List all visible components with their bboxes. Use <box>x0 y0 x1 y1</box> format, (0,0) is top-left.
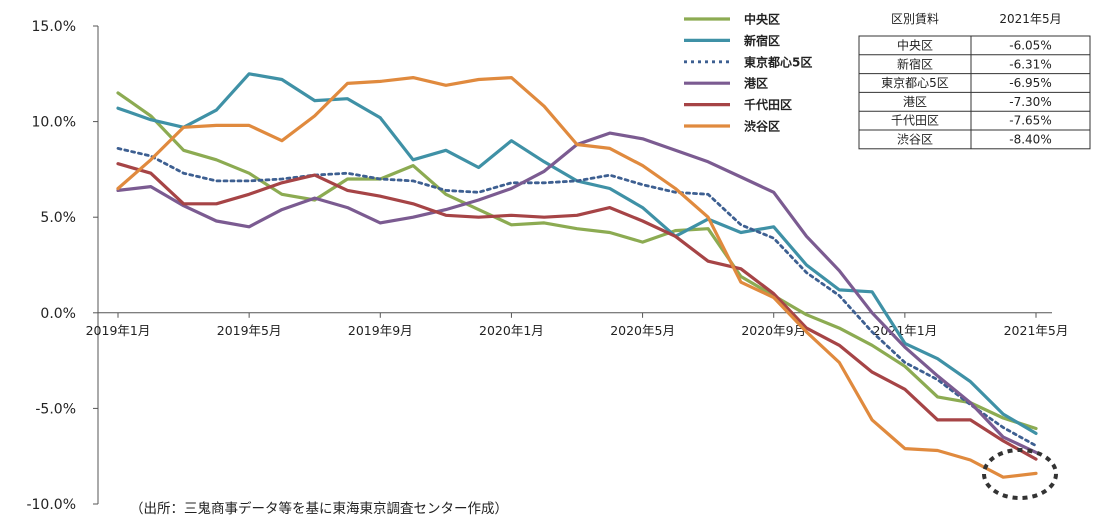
legend-label: 千代田区 <box>744 97 792 112</box>
y-tick-label: 15.0% <box>32 19 76 35</box>
source-note: （出所：三鬼商事データ等を基に東海東京調査センター作成） <box>130 500 508 517</box>
table-cell-value: -6.95% <box>1009 76 1051 90</box>
highlight-circle <box>982 448 1058 500</box>
legend-label: 東京都心5区 <box>744 54 812 69</box>
series-layer <box>116 72 1038 479</box>
x-tick-label: 2020年5月 <box>610 323 675 338</box>
y-tick-label: 10.0% <box>32 115 76 131</box>
x-tick-label: 2019年5月 <box>217 323 282 338</box>
table-cell-name: 千代田区 <box>891 114 939 128</box>
series-line-3 <box>116 146 1038 448</box>
table-header-cell: 2021年5月 <box>999 12 1061 26</box>
x-tick-label: 2019年1月 <box>86 323 151 338</box>
legend-label: 新宿区 <box>744 33 780 48</box>
series-line-6 <box>116 75 1038 479</box>
table-cell-name: 新宿区 <box>897 56 933 71</box>
y-tick-label: -10.0% <box>26 497 76 513</box>
table-cell-value: -8.40% <box>1009 133 1051 147</box>
x-tick-label: 2021年1月 <box>872 323 937 338</box>
y-tick-label: 0.0% <box>40 306 76 322</box>
table-cell-value: -7.65% <box>1009 114 1051 128</box>
legend-label: 港区 <box>744 76 768 91</box>
x-tick-label: 2019年9月 <box>348 323 413 338</box>
table-cell-value: -6.05% <box>1009 39 1051 53</box>
table-cell-name: 東京都心5区 <box>881 76 949 90</box>
x-tick-label: 2021年5月 <box>1004 323 1069 338</box>
table-header-cell: 区別賃料 <box>891 11 939 26</box>
axes: 15.0% 10.0% 5.0% 0.0% -5.0% -10.0% 2019年1月 2019… <box>26 19 1068 513</box>
y-tick-label: -5.0% <box>35 401 76 417</box>
legend-label: 渋谷区 <box>744 119 780 134</box>
series-line-5 <box>116 162 1038 461</box>
x-tick-label: 2020年1月 <box>479 323 544 338</box>
table-cell-name: 港区 <box>903 95 927 109</box>
legend-label: 中央区 <box>744 12 780 27</box>
table-cell-name: 中央区 <box>897 38 933 53</box>
y-tick-label: 5.0% <box>40 210 76 226</box>
table-cell-name: 渋谷区 <box>897 133 933 147</box>
table-cell-value: -6.31% <box>1009 57 1051 71</box>
x-tick-label: 2020年9月 <box>741 323 806 338</box>
table-cell-value: -7.30% <box>1009 95 1051 109</box>
